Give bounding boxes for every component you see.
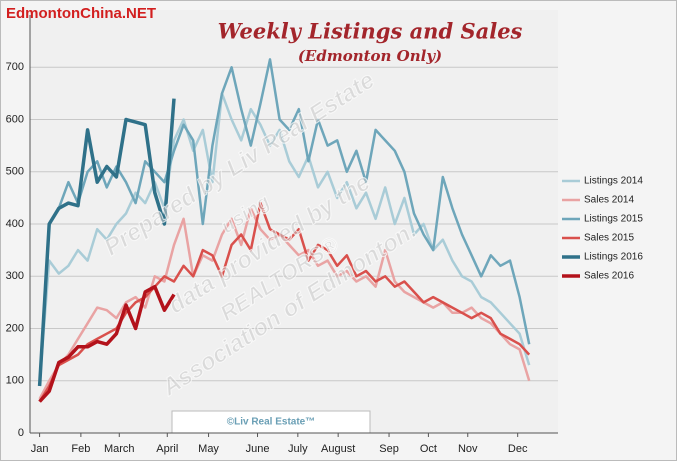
lines <box>37 58 531 403</box>
x-tick-label: June <box>246 443 270 455</box>
legend-label: Listings 2014 <box>584 176 643 187</box>
x-tick-label: Oct <box>420 443 437 455</box>
legend: Listings 2014 Sales 2014 Listings 2015 Sale… <box>562 176 643 282</box>
chart-title: Weekly Listings and Sales <box>218 19 523 44</box>
legend-label: Sales 2014 <box>584 195 634 206</box>
y-tick-label: 400 <box>6 218 24 230</box>
series-line <box>38 284 176 403</box>
series-line <box>38 207 531 400</box>
series-line <box>37 98 176 387</box>
x-tick-label: Sep <box>379 443 399 455</box>
x-tick-label: Jan <box>31 443 49 455</box>
y-tick-label: 500 <box>6 166 24 178</box>
y-tick-label: 700 <box>6 61 24 73</box>
chart-subtitle: (Edmonton Only) <box>298 47 442 65</box>
x-tick-label: May <box>198 443 219 455</box>
x-tick-label: Nov <box>458 443 478 455</box>
legend-label: Listings 2016 <box>584 252 643 263</box>
x-tick-label: Feb <box>71 443 90 455</box>
y-tick-label: 600 <box>6 113 24 125</box>
y-tick-label: 0 <box>18 427 24 439</box>
y-tick-label: 300 <box>6 270 24 282</box>
series-line <box>38 58 531 387</box>
x-tick-label: Dec <box>508 443 528 455</box>
grid: 0 100 200 300 400 500 600 700 Jan Feb March April Ma… <box>6 15 558 455</box>
legend-label: Sales 2015 <box>584 233 634 244</box>
x-tick-label: March <box>104 443 135 455</box>
x-tick-label: August <box>321 443 355 455</box>
y-tick-label: 100 <box>6 375 24 387</box>
series-line <box>38 92 531 384</box>
x-tick-label: July <box>288 443 308 455</box>
x-tick-label: April <box>156 443 178 455</box>
y-tick-label: 200 <box>6 322 24 334</box>
brand: EdmontonChina.NET <box>6 5 156 22</box>
legend-label: Listings 2015 <box>584 214 643 225</box>
legend-label: Sales 2016 <box>584 271 634 282</box>
footer: ©Liv Real Estate™ <box>227 417 316 428</box>
